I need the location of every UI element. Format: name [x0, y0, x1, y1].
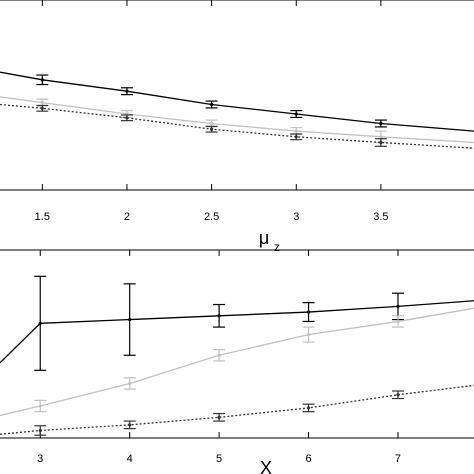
- data-point: [210, 102, 214, 107]
- data-point: [396, 393, 400, 397]
- x-tick-label: 4: [127, 453, 133, 465]
- x-tick-label: 3: [293, 211, 299, 223]
- data-point: [306, 333, 311, 337]
- data-point: [210, 121, 214, 126]
- series-line: [0, 71, 474, 132]
- series-line: [0, 300, 474, 364]
- data-point: [38, 428, 42, 433]
- series-2: [0, 103, 474, 149]
- series-0: [0, 71, 474, 132]
- data-point: [125, 116, 129, 120]
- x-tick-label: 6: [305, 453, 311, 465]
- x-tick-label: 5: [216, 453, 222, 465]
- series-line: [0, 307, 474, 417]
- series-0: [0, 275, 474, 371]
- data-point: [217, 314, 221, 318]
- data-point: [217, 353, 221, 357]
- x-tick-label: 1.5: [35, 211, 50, 223]
- bottom-panel: 3 4 5 6 7 X: [0, 249, 474, 474]
- x-tick-label: 3: [37, 453, 43, 465]
- x-axis-title: X: [260, 458, 272, 474]
- series-line: [0, 96, 474, 144]
- data-point: [294, 112, 298, 116]
- series-1: [0, 307, 474, 417]
- series-1: [0, 96, 474, 144]
- top-panel: 1.5 2 2.5 3 3.5 μ z: [0, 0, 474, 254]
- x-tick-label: 2.5: [204, 211, 219, 223]
- data-point: [294, 129, 298, 133]
- data-point: [379, 140, 383, 145]
- data-point: [294, 135, 298, 139]
- data-point: [40, 101, 44, 105]
- data-point: [40, 78, 44, 82]
- data-point: [396, 319, 400, 324]
- data-point: [306, 406, 311, 410]
- data-point: [210, 127, 214, 131]
- series-2: [0, 384, 474, 436]
- x-tick-label: 7: [395, 453, 401, 465]
- data-point: [125, 89, 129, 93]
- data-point: [306, 310, 311, 314]
- data-point: [128, 423, 132, 427]
- series-line: [0, 384, 474, 435]
- data-point: [128, 381, 132, 386]
- data-point: [396, 304, 400, 308]
- x-axis-title: μ: [259, 228, 269, 248]
- x-tick-label: 2: [124, 211, 130, 223]
- data-point: [40, 106, 44, 110]
- data-point: [38, 404, 42, 408]
- data-point: [379, 135, 383, 139]
- data-point: [38, 321, 42, 325]
- data-point: [128, 317, 132, 322]
- x-tick-label: 3.5: [373, 211, 388, 223]
- x-axis-title-subscript: z: [274, 240, 280, 254]
- data-point: [379, 121, 383, 126]
- data-point: [217, 415, 221, 419]
